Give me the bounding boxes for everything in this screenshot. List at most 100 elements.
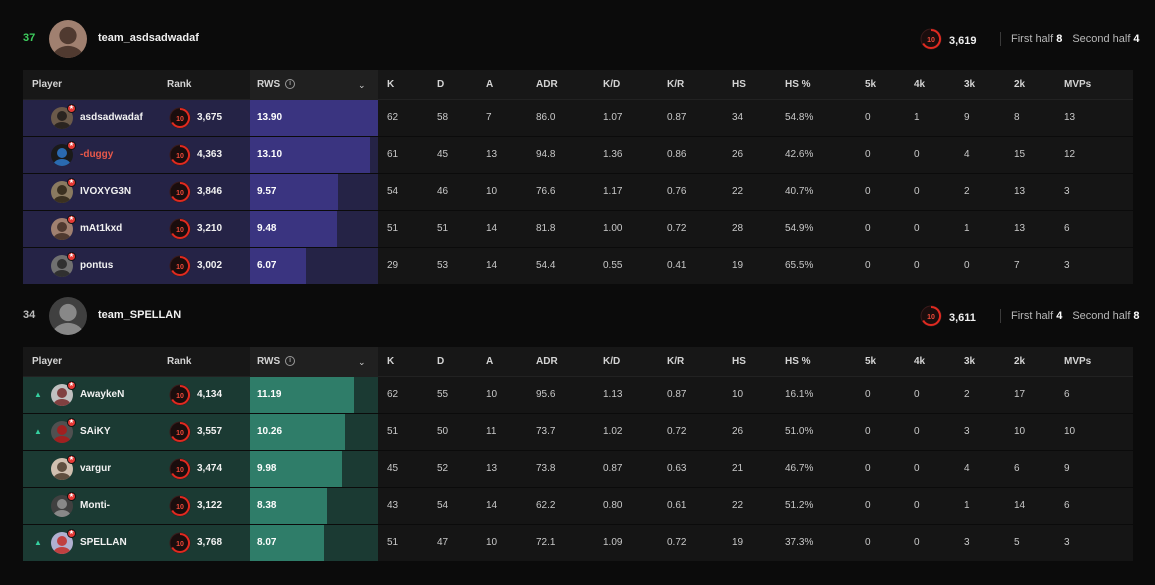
table-row[interactable]: ▲ ★ SAiKY 10 3,557 10.26 51 50 11 73.7 1.02 0.72 26 5… — [23, 414, 1133, 451]
player-avatar[interactable] — [51, 532, 73, 554]
column-header-k5[interactable]: 5k — [865, 79, 877, 90]
stat-hsp: 51.0% — [785, 426, 814, 437]
column-header-k3[interactable]: 3k — [964, 79, 976, 90]
player-name[interactable]: pontus — [80, 260, 114, 271]
column-header-hsp[interactable]: HS % — [785, 356, 811, 367]
rws-sort-column[interactable] — [250, 347, 378, 377]
column-header-k4[interactable]: 4k — [914, 79, 926, 90]
team-name[interactable]: team_SPELLAN — [98, 309, 182, 321]
team-name[interactable]: team_asdsadwadaf — [98, 32, 199, 44]
country-flag-icon: ★ — [67, 381, 76, 390]
column-header-rank[interactable]: Rank — [167, 79, 192, 90]
team-avatar[interactable] — [49, 297, 87, 335]
column-header-d[interactable]: D — [437, 79, 445, 90]
player-name[interactable]: SPELLAN — [80, 537, 127, 548]
player-avatar[interactable] — [51, 218, 73, 240]
column-header-player[interactable]: Player — [32, 356, 63, 367]
player-avatar[interactable] — [51, 181, 73, 203]
column-header-mvps[interactable]: MVPs — [1064, 356, 1092, 367]
column-header-adr[interactable]: ADR — [536, 79, 558, 90]
stat-a: 10 — [486, 186, 498, 197]
column-header-k[interactable]: K — [387, 79, 395, 90]
stat-hsp: 54.8% — [785, 112, 814, 123]
player-avatar[interactable] — [51, 458, 73, 480]
stat-hs: 21 — [732, 463, 744, 474]
player-name[interactable]: Monti- — [80, 500, 110, 511]
column-header-hs[interactable]: HS — [732, 79, 746, 90]
stat-k4: 0 — [914, 500, 920, 511]
column-header-kd[interactable]: K/D — [603, 79, 621, 90]
player-avatar[interactable] — [51, 255, 73, 277]
first-half-score: 4 — [1056, 310, 1063, 322]
stat-adr: 62.2 — [536, 500, 556, 511]
stat-kr: 0.72 — [667, 537, 687, 548]
player-name[interactable]: -duggy — [80, 149, 114, 160]
column-header-hsp[interactable]: HS % — [785, 79, 811, 90]
stat-k2: 5 — [1014, 537, 1020, 548]
player-avatar[interactable] — [51, 421, 73, 443]
team-score: 34 — [23, 309, 36, 321]
stat-hsp: 46.7% — [785, 463, 814, 474]
stat-k3: 1 — [964, 500, 970, 511]
player-name[interactable]: asdsadwadaf — [80, 112, 143, 123]
info-icon[interactable]: i — [285, 79, 296, 90]
first-half-label: First half — [1011, 310, 1054, 322]
team-average-elo: 10 3,611 — [920, 305, 976, 330]
stat-mvps: 10 — [1064, 426, 1076, 437]
player-name[interactable]: mAt1kxd — [80, 223, 123, 234]
column-header-rws[interactable]: RWS i — [257, 70, 296, 100]
player-name[interactable]: AwaykeN — [80, 389, 125, 400]
player-name[interactable]: IVOXYG3N — [80, 186, 132, 197]
chevron-down-icon[interactable]: ⌄ — [358, 80, 366, 90]
column-header-k4[interactable]: 4k — [914, 356, 926, 367]
team-avatar[interactable] — [49, 20, 87, 58]
table-row[interactable]: ★ IVOXYG3N 10 3,846 9.57 54 46 10 76.6 1.17 0.76 22… — [23, 174, 1133, 211]
table-row[interactable]: ▲ ★ SPELLAN 10 3,768 8.07 51 47 10 72.1 1.09 0.72 19… — [23, 525, 1133, 562]
column-header-k2[interactable]: 2k — [1014, 356, 1026, 367]
party-indicator-icon: ▲ — [34, 390, 42, 399]
player-avatar[interactable] — [51, 495, 73, 517]
chevron-down-icon[interactable]: ⌄ — [358, 357, 366, 367]
table-row[interactable]: ★ -duggy 10 4,363 13.10 61 45 13 94.8 1.36 0.86 26 4… — [23, 137, 1133, 174]
skill-level-icon: 10 — [169, 255, 191, 277]
column-header-rank[interactable]: Rank — [167, 356, 192, 367]
table-row[interactable]: ★ mAt1kxd 10 3,210 9.48 51 51 14 81.8 1.00 0.72 28 5… — [23, 211, 1133, 248]
stat-mvps: 6 — [1064, 500, 1070, 511]
table-row[interactable]: ▲ ★ AwaykeN 10 4,134 11.19 62 55 10 95.6 1.13 0.87 1… — [23, 377, 1133, 414]
player-rws: 11.19 — [257, 389, 282, 400]
table-row[interactable]: ★ asdsadwadaf 10 3,675 13.90 62 58 7 86.0 1.07 0.8… — [23, 100, 1133, 137]
table-row[interactable]: ★ vargur 10 3,474 9.98 45 52 13 73.8 0.87 0.63 21 46… — [23, 451, 1133, 488]
stat-k5: 0 — [865, 389, 871, 400]
column-header-k2[interactable]: 2k — [1014, 79, 1026, 90]
stat-kr: 0.63 — [667, 463, 687, 474]
column-header-rws[interactable]: RWS i — [257, 347, 296, 377]
rws-sort-column[interactable] — [250, 70, 378, 100]
table-row[interactable]: ★ Monti- 10 3,122 8.38 43 54 14 62.2 0.80 0.61 22 51… — [23, 488, 1133, 525]
player-avatar[interactable] — [51, 107, 73, 129]
stat-mvps: 9 — [1064, 463, 1070, 474]
skill-level-icon: 10 — [169, 421, 191, 443]
stat-k5: 0 — [865, 223, 871, 234]
column-header-kr[interactable]: K/R — [667, 356, 685, 367]
column-header-k3[interactable]: 3k — [964, 356, 976, 367]
player-avatar[interactable] — [51, 384, 73, 406]
column-header-a[interactable]: A — [486, 356, 494, 367]
column-header-hs[interactable]: HS — [732, 356, 746, 367]
stat-k5: 0 — [865, 463, 871, 474]
stat-d: 45 — [437, 149, 449, 160]
column-header-mvps[interactable]: MVPs — [1064, 79, 1092, 90]
column-header-player[interactable]: Player — [32, 79, 63, 90]
column-header-kd[interactable]: K/D — [603, 356, 621, 367]
column-header-d[interactable]: D — [437, 356, 445, 367]
column-header-k[interactable]: K — [387, 356, 395, 367]
player-rws: 13.10 — [257, 149, 283, 160]
column-header-k5[interactable]: 5k — [865, 356, 877, 367]
table-row[interactable]: ★ pontus 10 3,002 6.07 29 53 14 54.4 0.55 0.41 19 65… — [23, 248, 1133, 285]
player-avatar[interactable] — [51, 144, 73, 166]
player-name[interactable]: vargur — [80, 463, 112, 474]
info-icon[interactable]: i — [285, 356, 296, 367]
column-header-a[interactable]: A — [486, 79, 494, 90]
column-header-adr[interactable]: ADR — [536, 356, 558, 367]
player-name[interactable]: SAiKY — [80, 426, 111, 437]
column-header-kr[interactable]: K/R — [667, 79, 685, 90]
